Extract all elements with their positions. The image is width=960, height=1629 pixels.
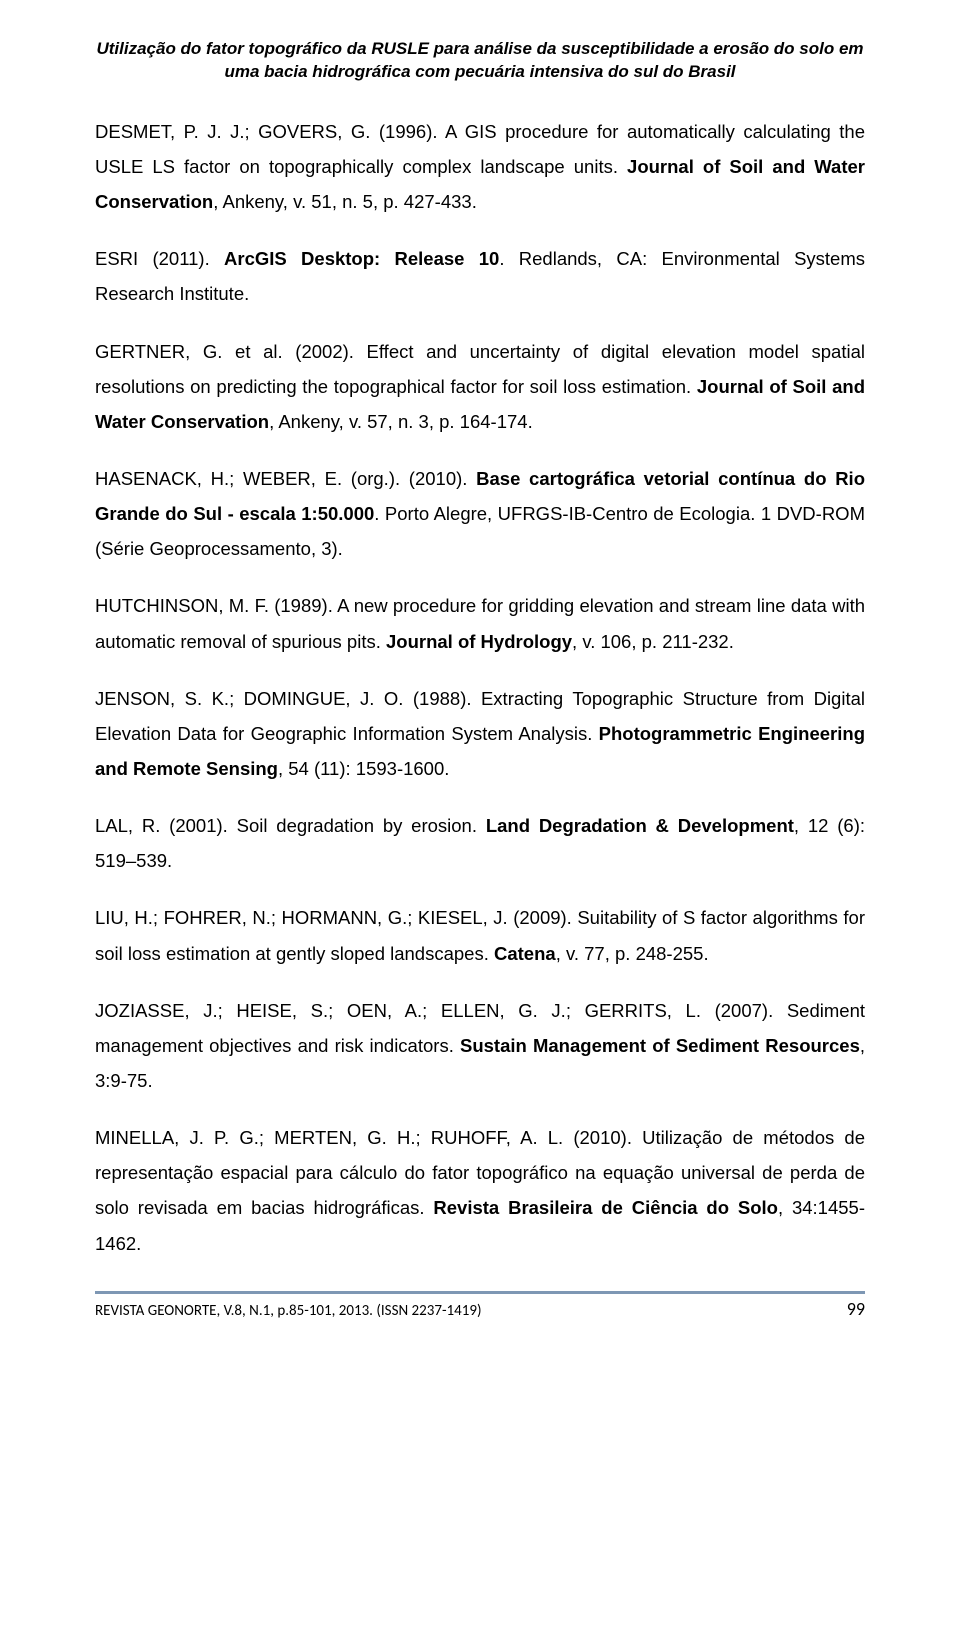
ref-text: LAL, R. (2001). Soil degradation by eros… [95,815,486,836]
page-number: 99 [847,1298,865,1320]
reference-item: LIU, H.; FOHRER, N.; HORMANN, G.; KIESEL… [95,900,865,970]
reference-item: HUTCHINSON, M. F. (1989). A new procedur… [95,588,865,658]
running-header: Utilização do fator topográfico da RUSLE… [95,38,865,84]
header-line-2: uma bacia hidrográfica com pecuária inte… [95,61,865,84]
ref-journal: Catena [494,943,556,964]
ref-journal: Land Degradation & Development [486,815,794,836]
ref-journal: Revista Brasileira de Ciência do Solo [433,1197,778,1218]
ref-text: HASENACK, H.; WEBER, E. (org.). (2010). [95,468,476,489]
references-block: DESMET, P. J. J.; GOVERS, G. (1996). A G… [95,114,865,1261]
reference-item: MINELLA, J. P. G.; MERTEN, G. H.; RUHOFF… [95,1120,865,1261]
ref-text: , Ankeny, v. 51, n. 5, p. 427-433. [213,191,477,212]
ref-text: , v. 106, p. 211-232. [572,631,734,652]
ref-text: ESRI (2011). [95,248,224,269]
ref-text: , Ankeny, v. 57, n. 3, p. 164-174. [269,411,533,432]
reference-item: DESMET, P. J. J.; GOVERS, G. (1996). A G… [95,114,865,219]
ref-text: LIU, H.; FOHRER, N.; HORMANN, G.; KIESEL… [95,907,865,963]
reference-item: JOZIASSE, J.; HEISE, S.; OEN, A.; ELLEN,… [95,993,865,1098]
ref-text: , v. 77, p. 248-255. [556,943,709,964]
page-footer: REVISTA GEONORTE, V.8, N.1, p.85-101, 20… [95,1298,865,1320]
footer-divider [95,1291,865,1294]
ref-text: , 54 (11): 1593-1600. [278,758,449,779]
footer-citation: REVISTA GEONORTE, V.8, N.1, p.85-101, 20… [95,1302,482,1320]
reference-item: LAL, R. (2001). Soil degradation by eros… [95,808,865,878]
ref-journal: ArcGIS Desktop: Release 10 [224,248,499,269]
reference-item: JENSON, S. K.; DOMINGUE, J. O. (1988). E… [95,681,865,786]
reference-item: ESRI (2011). ArcGIS Desktop: Release 10.… [95,241,865,311]
header-line-1: Utilização do fator topográfico da RUSLE… [95,38,865,61]
ref-journal: Sustain Management of Sediment Resources [460,1035,860,1056]
reference-item: HASENACK, H.; WEBER, E. (org.). (2010). … [95,461,865,566]
reference-item: GERTNER, G. et al. (2002). Effect and un… [95,334,865,439]
ref-journal: Journal of Hydrology [386,631,572,652]
